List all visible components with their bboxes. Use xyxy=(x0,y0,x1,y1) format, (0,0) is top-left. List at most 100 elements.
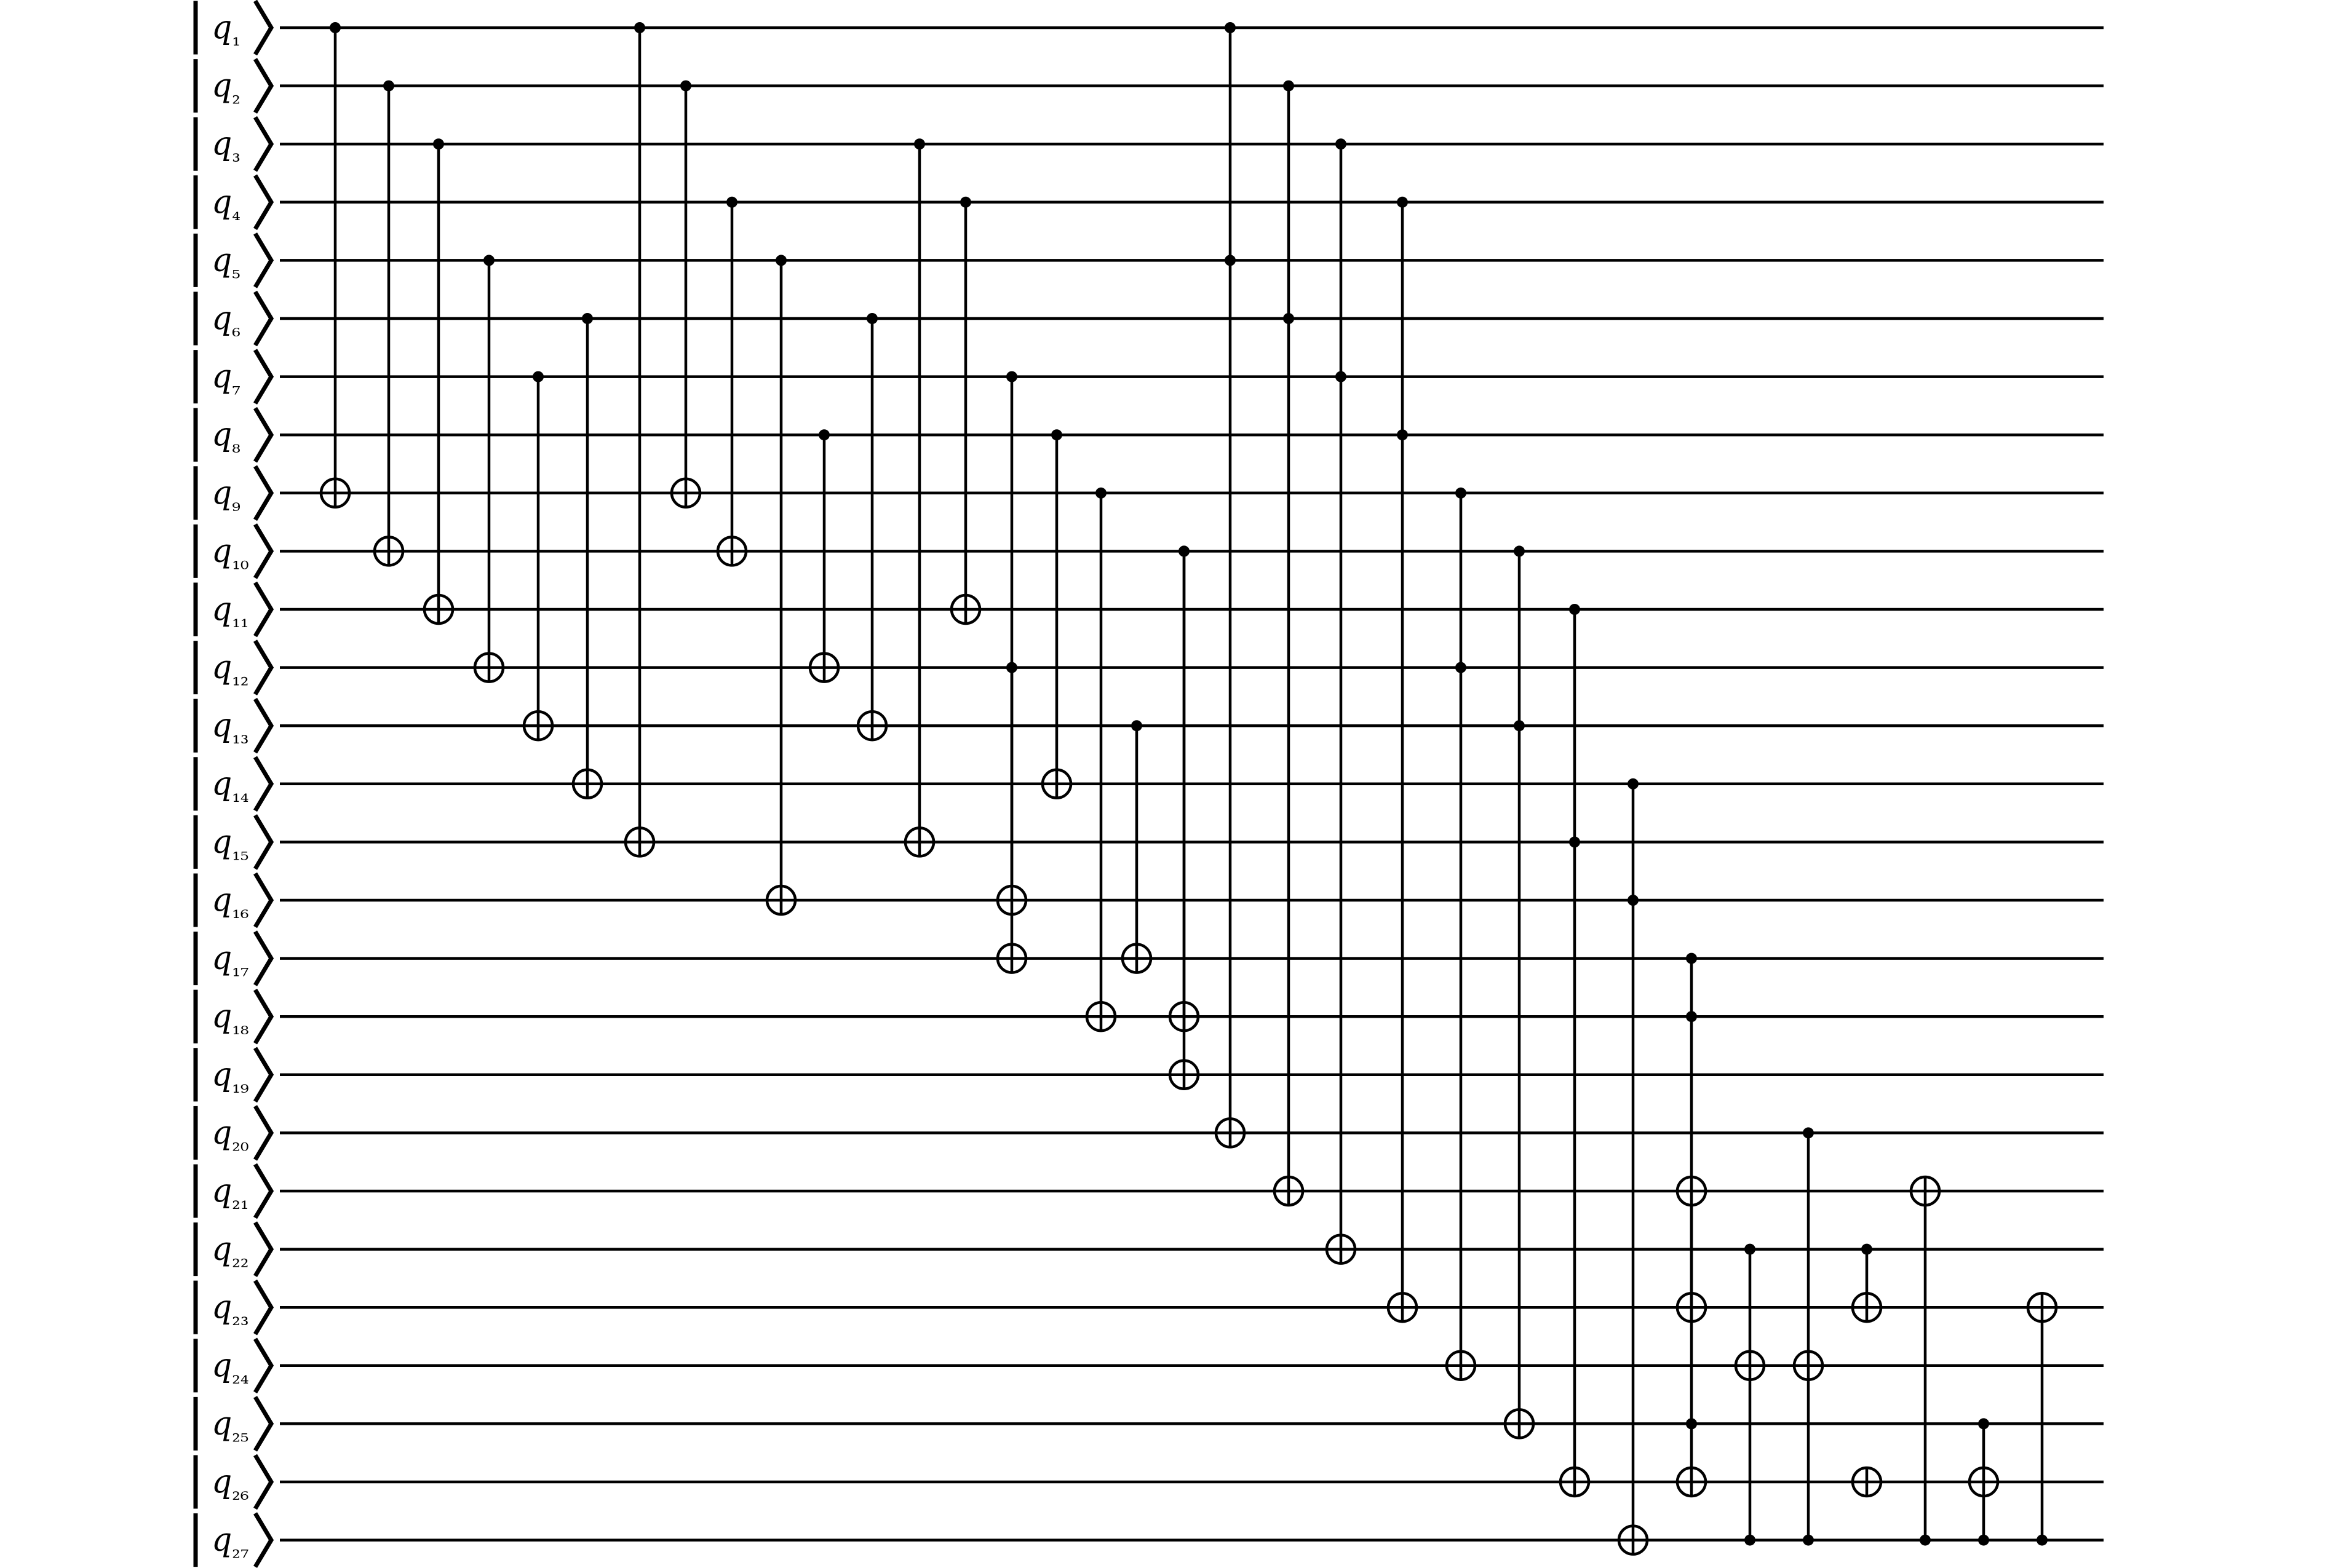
cnot-gate[interactable] xyxy=(522,371,554,742)
control-dot-icon[interactable] xyxy=(1978,1534,1989,1546)
cnot-gate[interactable] xyxy=(1121,720,1153,974)
cnot-gate[interactable] xyxy=(373,80,405,567)
cnot-gate[interactable] xyxy=(1445,487,1477,1382)
cnot-gate[interactable] xyxy=(808,429,840,683)
control-dot-icon[interactable] xyxy=(1455,487,1466,499)
control-dot-icon[interactable] xyxy=(1569,604,1580,615)
control-dot-icon[interactable] xyxy=(533,371,544,382)
cnot-gate[interactable] xyxy=(1214,22,1246,1149)
control-dot-icon[interactable] xyxy=(680,80,691,92)
ket-angle-icon xyxy=(253,349,274,405)
control-dot-icon[interactable] xyxy=(1978,1418,1989,1430)
control-dot-icon[interactable] xyxy=(1514,720,1525,732)
control-dot-icon[interactable] xyxy=(1006,371,1017,382)
cnot-gate[interactable] xyxy=(1503,545,1535,1439)
qubit-label-letter: q xyxy=(212,125,232,162)
cnot-gate[interactable] xyxy=(1041,429,1073,800)
cnot-gate[interactable] xyxy=(571,313,603,800)
cnot-gate[interactable] xyxy=(1851,1243,1883,1323)
qubit-label-subscript: ₅ xyxy=(232,259,240,283)
cnot-gate[interactable] xyxy=(950,196,982,625)
control-dot-icon[interactable] xyxy=(433,138,444,150)
ket-angle-icon xyxy=(253,697,274,754)
control-dot-icon[interactable] xyxy=(1803,1127,1814,1139)
cnot-gate[interactable] xyxy=(2026,1291,2058,1546)
cnot-gate[interactable] xyxy=(319,22,351,509)
control-dot-icon[interactable] xyxy=(1397,429,1408,441)
qubit-label-letter: q xyxy=(212,1114,232,1151)
cnot-gate[interactable] xyxy=(1675,1418,1707,1498)
control-dot-icon[interactable] xyxy=(1335,371,1346,382)
cnot-gate[interactable] xyxy=(1792,1127,1824,1546)
cnot-gate[interactable] xyxy=(624,22,656,858)
control-dot-icon[interactable] xyxy=(634,22,645,33)
qubit-label-letter: q xyxy=(212,533,232,569)
control-dot-icon[interactable] xyxy=(776,255,787,266)
control-dot-icon[interactable] xyxy=(1920,1534,1931,1546)
cnot-gate[interactable] xyxy=(716,196,748,567)
cnot-gate[interactable] xyxy=(473,255,505,683)
control-dot-icon[interactable] xyxy=(1095,487,1107,499)
control-dot-icon[interactable] xyxy=(1178,545,1190,557)
qubit-label-letter: q xyxy=(212,766,232,802)
control-dot-icon[interactable] xyxy=(1569,836,1580,848)
cnot-gate[interactable] xyxy=(1085,487,1117,1032)
control-dot-icon[interactable] xyxy=(960,196,971,208)
cnot-gate[interactable] xyxy=(904,138,936,858)
ket-angle-icon xyxy=(253,1105,274,1161)
ket-angle-icon xyxy=(253,1396,274,1452)
ket-angle-icon xyxy=(253,930,274,986)
qubit-label-subscript: ₂₅ xyxy=(232,1422,248,1447)
qubit-label: q₂₃ xyxy=(212,1289,249,1331)
control-dot-icon[interactable] xyxy=(726,196,737,208)
control-dot-icon[interactable] xyxy=(1803,1534,1814,1546)
control-dot-icon[interactable] xyxy=(2037,1534,2048,1546)
control-dot-icon[interactable] xyxy=(1628,778,1639,790)
control-dot-icon[interactable] xyxy=(819,429,830,441)
control-dot-icon[interactable] xyxy=(1514,545,1525,557)
control-dot-icon[interactable] xyxy=(1628,895,1639,906)
cnot-gate[interactable] xyxy=(1168,545,1200,1091)
cnot-gate[interactable] xyxy=(996,371,1028,916)
control-dot-icon[interactable] xyxy=(1861,1243,1872,1255)
control-dot-icon[interactable] xyxy=(1225,22,1236,33)
control-dot-icon[interactable] xyxy=(1455,662,1466,673)
control-dot-icon[interactable] xyxy=(383,80,394,92)
cnot-gate[interactable] xyxy=(856,313,888,742)
cnot-gate[interactable] xyxy=(670,80,702,509)
cnot-gate[interactable] xyxy=(423,138,455,625)
cnot-gate[interactable] xyxy=(1968,1418,2000,1546)
control-dot-icon[interactable] xyxy=(1744,1534,1755,1546)
cnot-gate[interactable] xyxy=(1675,1175,1707,1430)
control-dot-icon[interactable] xyxy=(330,22,341,33)
control-dot-icon[interactable] xyxy=(582,313,593,324)
control-dot-icon[interactable] xyxy=(1686,1418,1697,1430)
cnot-gate[interactable] xyxy=(1909,1175,1941,1546)
qubit-label: q₁₁ xyxy=(212,591,249,633)
control-dot-icon[interactable] xyxy=(1283,80,1294,92)
control-dot-icon[interactable] xyxy=(1283,313,1294,324)
cnot-gate[interactable] xyxy=(1617,778,1649,1556)
control-dot-icon[interactable] xyxy=(914,138,925,150)
cnot-gate[interactable] xyxy=(1386,196,1418,1323)
cnot-gate[interactable] xyxy=(1273,80,1305,1207)
cnot-gate[interactable] xyxy=(1325,138,1357,1265)
control-dot-icon[interactable] xyxy=(1131,720,1142,732)
control-dot-icon[interactable] xyxy=(483,255,495,266)
ket-angle-icon xyxy=(253,232,274,288)
ket-angle-icon xyxy=(253,639,274,695)
control-dot-icon[interactable] xyxy=(1225,255,1236,266)
cnot-gate[interactable] xyxy=(1559,604,1591,1498)
cnot-gate[interactable] xyxy=(1851,1466,1883,1498)
control-dot-icon[interactable] xyxy=(1335,138,1346,150)
control-dot-icon[interactable] xyxy=(1686,1011,1697,1023)
control-dot-icon[interactable] xyxy=(1397,196,1408,208)
cnot-gate[interactable] xyxy=(1734,1243,1766,1546)
control-dot-icon[interactable] xyxy=(1686,952,1697,964)
cnot-gate[interactable] xyxy=(765,255,797,916)
control-dot-icon[interactable] xyxy=(1744,1243,1755,1255)
control-dot-icon[interactable] xyxy=(867,313,878,324)
control-dot-icon[interactable] xyxy=(1051,429,1062,441)
qubit-label-letter: q xyxy=(212,1173,232,1210)
qubit-label-letter: q xyxy=(212,998,232,1035)
